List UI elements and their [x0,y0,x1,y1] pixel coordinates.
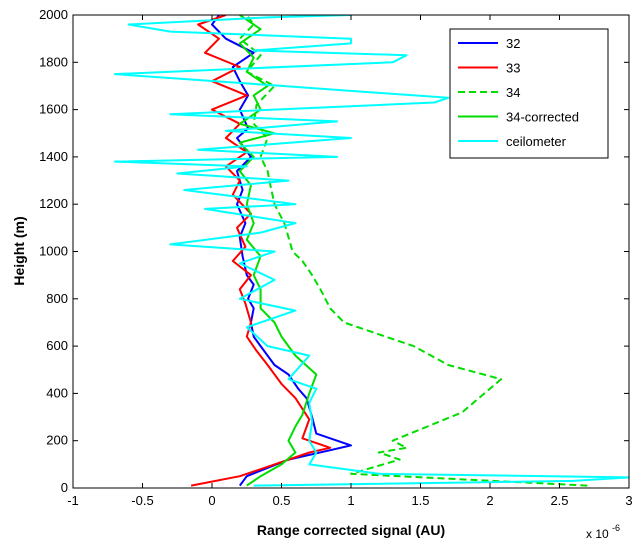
y-tick-label: 600 [46,338,68,353]
series-line-32 [211,15,352,487]
x-multiplier-exponent: -6 [612,523,620,533]
y-tick-label: 1400 [39,149,68,164]
x-tick-label: 2 [486,493,493,508]
x-axis-label: Range corrected signal (AU) [257,522,445,538]
y-tick-label: 400 [46,385,68,400]
y-tick-label: 200 [46,433,68,448]
y-axis-label: Height (m) [11,216,27,285]
legend-label-33: 33 [506,61,520,76]
y-tick-label: 1600 [39,102,68,117]
legend-label-32: 32 [506,36,520,51]
x-tick-label: -1 [67,493,79,508]
ticks-layer: -1 -0.5 0 0.5 1 1.5 2 2.5 3 0 200 400 600 800 1000 1200… [39,7,633,508]
series-line-34-corrected [238,15,318,487]
x-tick-label: 0 [208,493,215,508]
x-multiplier: x 10 -6 [586,523,620,541]
y-tick-label: 2000 [39,7,68,22]
y-tick-label: 1200 [39,196,68,211]
series-line-34 [238,15,588,487]
x-tick-label: 2.5 [550,493,568,508]
series-line-ceilometer [113,15,629,487]
x-tick-label: -0.5 [131,493,153,508]
x-tick-label: 3 [625,493,632,508]
legend-label-ceilometer: ceilometer [506,134,567,149]
legend-label-34: 34 [506,85,520,100]
legend: 32 33 34 34-corrected ceilometer [449,28,609,159]
y-tick-label: 1800 [39,54,68,69]
x-tick-label: 1 [347,493,354,508]
y-tick-label: 0 [61,480,68,495]
x-tick-label: 1.5 [411,493,429,508]
y-tick-label: 800 [46,291,68,306]
legend-box [449,28,609,159]
legend-label-34-corrected: 34-corrected [506,110,579,125]
x-multiplier-base: x 10 [586,527,609,541]
series-line-33 [190,15,332,487]
series-layer [113,15,629,487]
y-tick-label: 1000 [39,244,68,259]
x-tick-label: 0.5 [272,493,290,508]
